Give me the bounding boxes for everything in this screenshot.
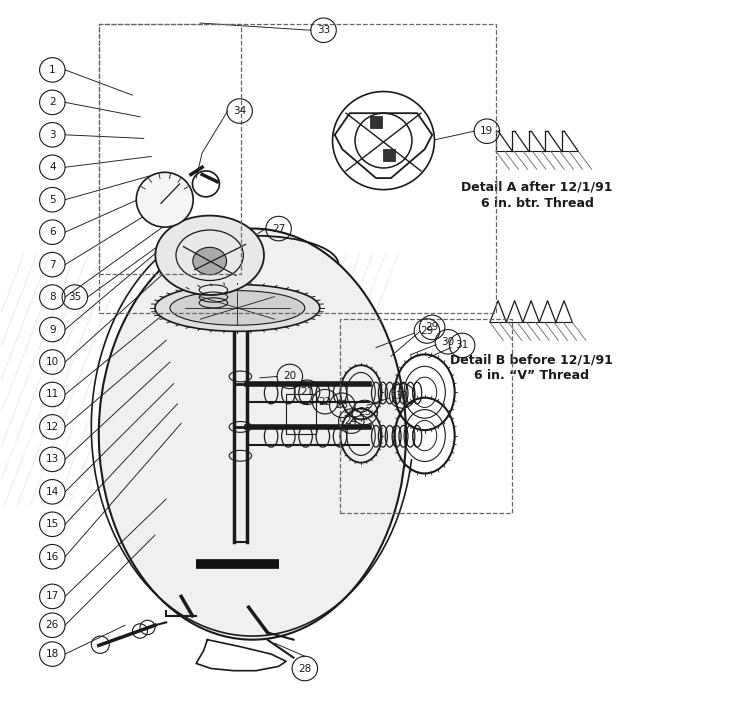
Text: 11: 11 xyxy=(46,390,59,400)
Text: 27: 27 xyxy=(272,224,285,234)
Ellipse shape xyxy=(156,216,264,295)
Text: 4: 4 xyxy=(49,162,56,172)
Text: 32: 32 xyxy=(396,391,409,401)
Bar xyxy=(99,25,496,313)
Text: 6 in. “V” Thread: 6 in. “V” Thread xyxy=(474,369,589,382)
Text: 21: 21 xyxy=(301,387,314,397)
Text: 23: 23 xyxy=(335,400,349,411)
Text: 24: 24 xyxy=(344,416,358,426)
Ellipse shape xyxy=(170,290,305,325)
Text: 1: 1 xyxy=(49,65,56,75)
Text: 35: 35 xyxy=(68,292,81,302)
Ellipse shape xyxy=(193,248,226,274)
Text: 10: 10 xyxy=(46,357,59,367)
Text: 34: 34 xyxy=(233,106,246,116)
Text: 14: 14 xyxy=(46,487,59,497)
Ellipse shape xyxy=(155,285,320,332)
Text: 15: 15 xyxy=(46,519,59,529)
Bar xyxy=(99,25,241,274)
Text: 6: 6 xyxy=(49,227,56,237)
Text: 13: 13 xyxy=(46,455,59,464)
Text: 19: 19 xyxy=(481,126,493,136)
Text: 12: 12 xyxy=(46,422,59,432)
Text: 3: 3 xyxy=(49,130,56,140)
Text: 31: 31 xyxy=(456,340,468,350)
Text: 33: 33 xyxy=(317,25,330,35)
Text: 30: 30 xyxy=(441,337,454,347)
Text: 9: 9 xyxy=(49,324,56,334)
Circle shape xyxy=(136,172,193,227)
Text: Detail A after 12/1/91: Detail A after 12/1/91 xyxy=(461,181,613,194)
Text: 22: 22 xyxy=(318,397,332,407)
Text: 6 in. btr. Thread: 6 in. btr. Thread xyxy=(481,197,593,210)
Text: 5: 5 xyxy=(49,195,56,205)
Text: 20: 20 xyxy=(284,371,296,382)
Text: 18: 18 xyxy=(46,649,59,659)
Text: 8: 8 xyxy=(49,292,56,302)
Text: 2: 2 xyxy=(49,97,56,107)
Text: 29: 29 xyxy=(426,322,439,332)
Text: 17: 17 xyxy=(46,592,59,602)
Text: 29: 29 xyxy=(420,326,434,336)
Bar xyxy=(340,319,512,513)
Bar xyxy=(370,116,382,127)
Text: 25: 25 xyxy=(358,408,371,418)
Text: Detail B before 12/1/91: Detail B before 12/1/91 xyxy=(450,353,613,366)
Text: 7: 7 xyxy=(49,260,56,269)
Bar xyxy=(286,395,316,434)
Bar xyxy=(384,149,396,161)
Text: 16: 16 xyxy=(46,552,59,562)
Text: 26: 26 xyxy=(46,620,59,631)
Text: 28: 28 xyxy=(299,663,311,673)
Ellipse shape xyxy=(99,229,406,640)
